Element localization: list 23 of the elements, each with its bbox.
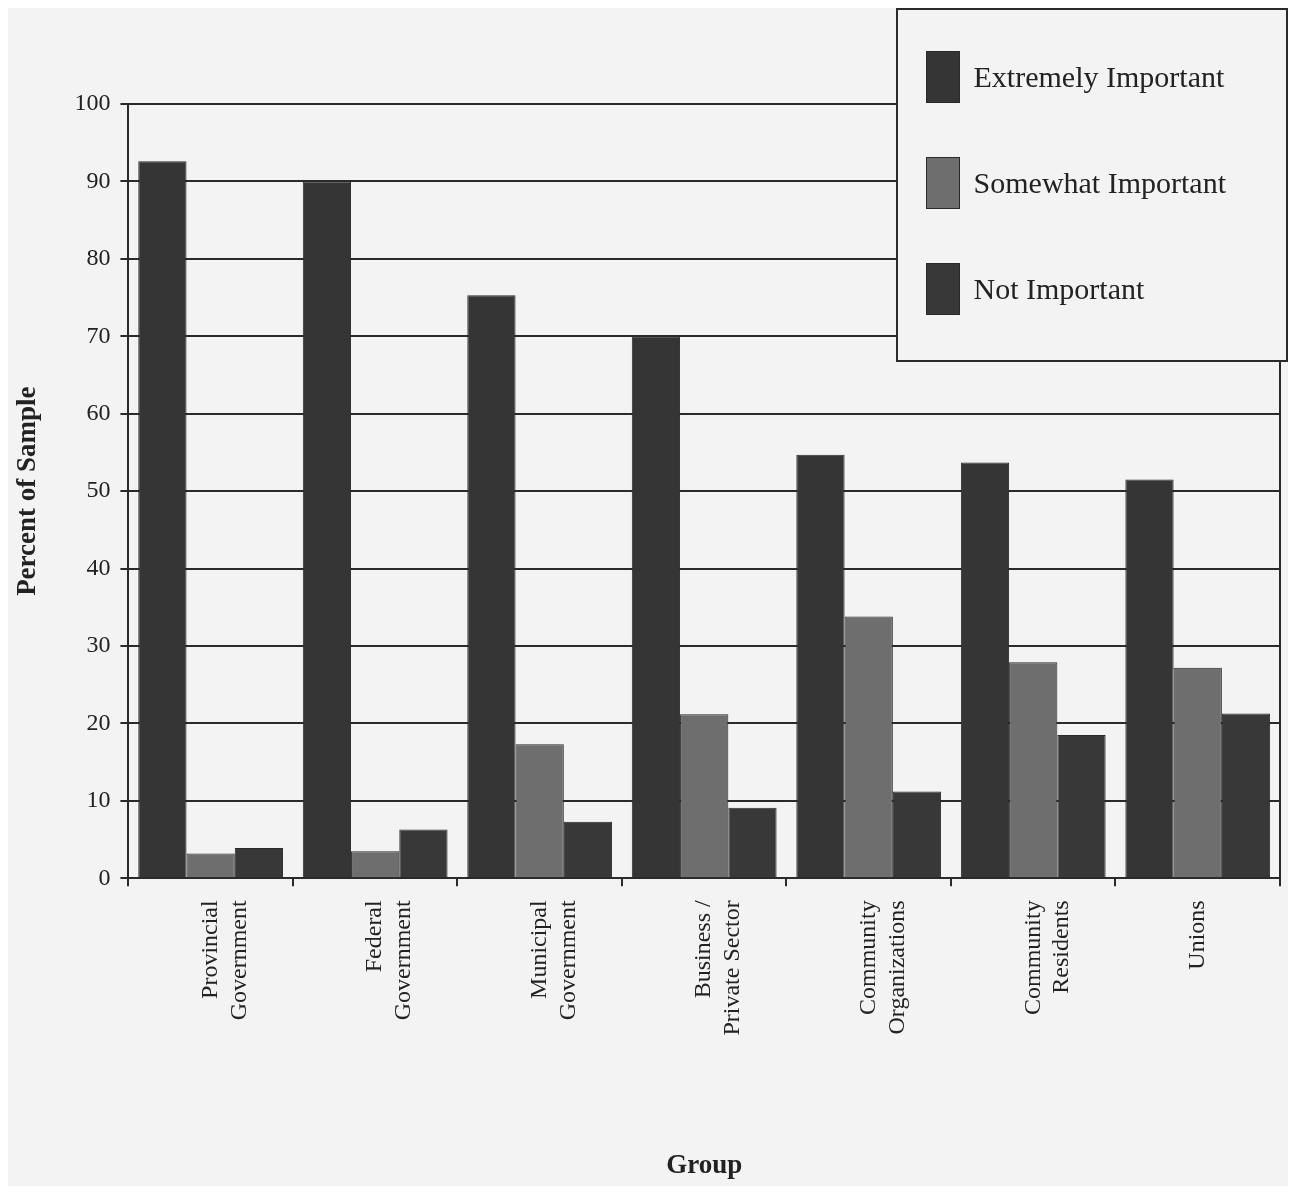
y-tick-label: 60 bbox=[86, 399, 111, 426]
y-tick-label: 20 bbox=[86, 708, 111, 735]
y-tick-label: 100 bbox=[74, 89, 111, 116]
legend-label: Extremely Important bbox=[973, 60, 1225, 94]
y-tick-label: 80 bbox=[86, 244, 111, 271]
y-tick-label: 0 bbox=[98, 863, 111, 890]
legend-label: Not Important bbox=[973, 272, 1145, 306]
y-tick-label: 90 bbox=[86, 166, 111, 193]
x-tick-label: Business / Private Sector bbox=[689, 899, 745, 1036]
y-tick-label: 70 bbox=[86, 321, 111, 348]
legend-label: Somewhat Important bbox=[973, 166, 1226, 200]
y-tick-label: 50 bbox=[86, 476, 111, 503]
x-tick-label: Unions bbox=[1183, 900, 1210, 970]
x-axis-title: Group bbox=[666, 1148, 743, 1179]
x-tick-label: Community Residents bbox=[1018, 900, 1074, 1015]
x-tick-label: Provincial Government bbox=[195, 899, 251, 1021]
y-tick-label: 30 bbox=[86, 631, 111, 658]
x-tick-label: Municipal Government bbox=[524, 899, 580, 1021]
y-tick-label: 10 bbox=[86, 786, 111, 813]
y-axis-title: Percent of Sample bbox=[11, 386, 42, 596]
y-tick-label: 40 bbox=[86, 553, 111, 580]
x-tick-label: Community Organizations bbox=[854, 900, 909, 1035]
x-tick-label: Federal Government bbox=[360, 899, 416, 1021]
